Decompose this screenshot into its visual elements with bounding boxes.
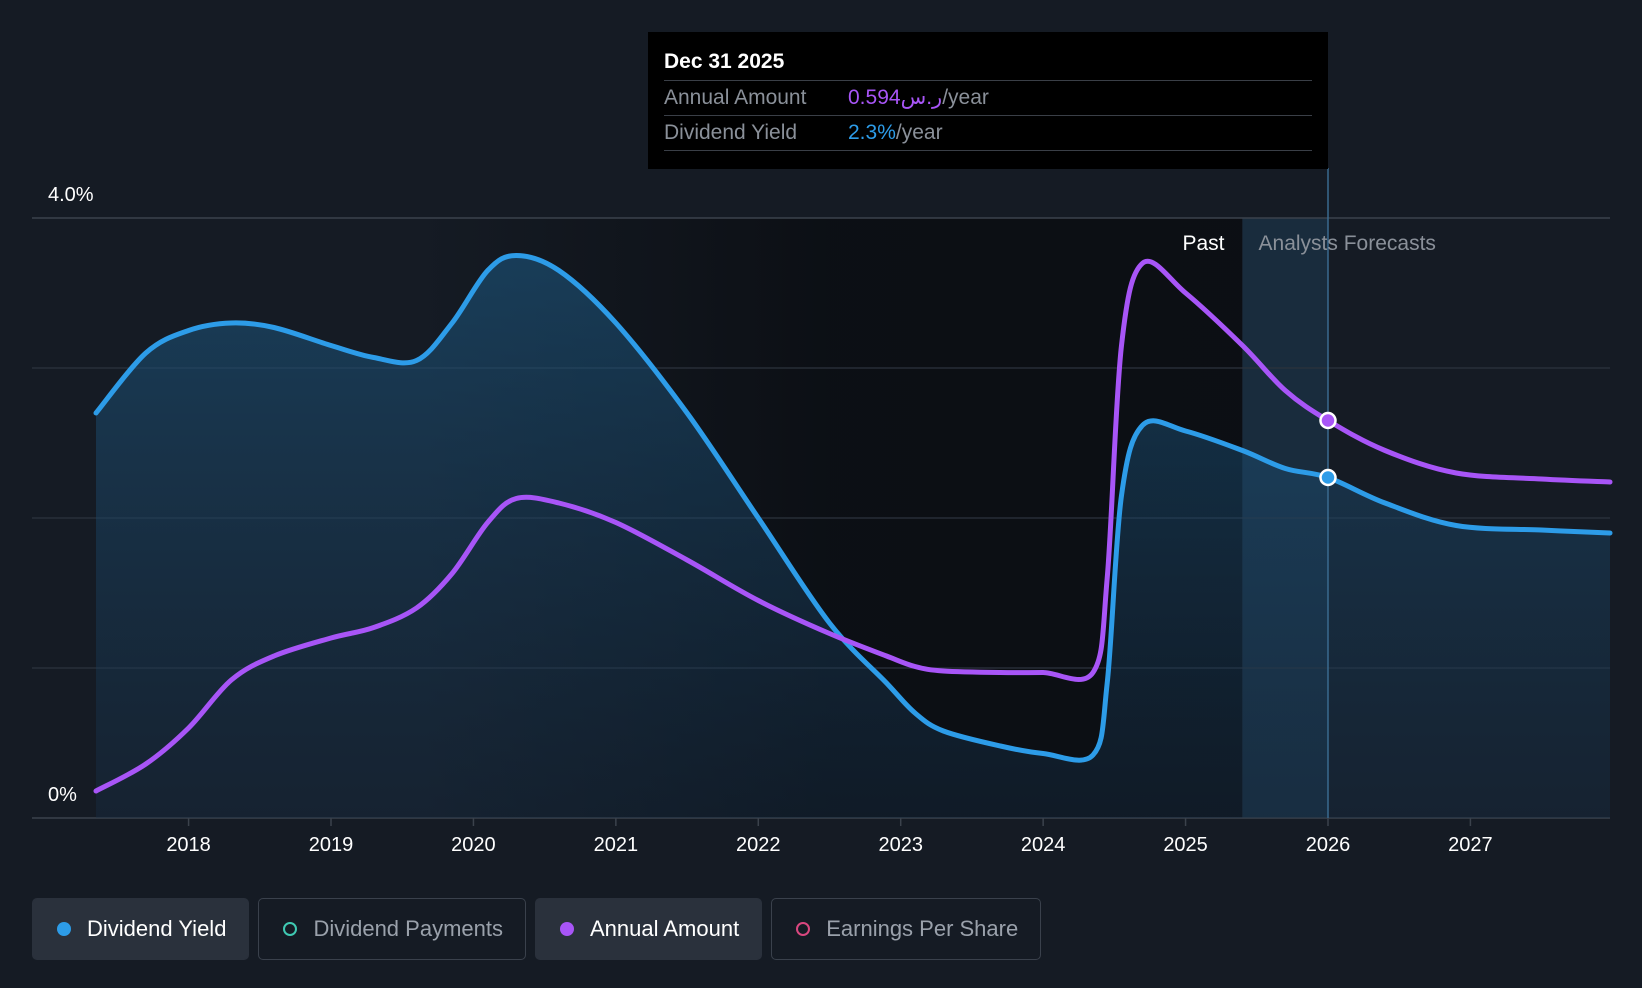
tooltip-annual-amount-suffix: /year — [942, 86, 989, 109]
dividend-yield-marker[interactable] — [1319, 468, 1337, 487]
legend-annual-amount[interactable]: Annual Amount — [534, 898, 763, 960]
tooltip-row-annual-amount: Annual Amount 0.594ر.س/year — [664, 81, 1312, 116]
y-label-bottom: 0% — [48, 784, 77, 806]
x-tick-label-2022: 2022 — [736, 834, 781, 856]
tooltip-annual-amount-value: 0.594ر.س — [848, 86, 943, 109]
legend-annual-amount-label: Annual Amount — [589, 916, 740, 941]
x-tick-label-2019: 2019 — [309, 834, 354, 856]
tooltip-dividend-yield-value: 2.3% — [848, 121, 896, 144]
y-label-top: 4.0% — [48, 184, 94, 206]
legend: Dividend Yield Dividend Payments Annual … — [32, 898, 1042, 960]
tooltip: Dec 31 2025 Annual Amount 0.594ر.س/year … — [648, 32, 1328, 169]
tooltip-dividend-yield-value-wrap: 2.3%/year — [848, 116, 943, 150]
legend-dividend-payments-label: Dividend Payments — [313, 916, 503, 941]
tooltip-dividend-yield-suffix: /year — [895, 121, 943, 144]
tooltip-annual-amount-value-wrap: 0.594ر.س/year — [848, 81, 989, 115]
dividend-yield-line — [93, 253, 1613, 763]
tooltip-date: Dec 31 2025 — [664, 46, 1312, 81]
past-label: Past — [1183, 232, 1225, 255]
legend-earnings-per-share-ring-icon — [796, 922, 811, 936]
dividend-yield-area — [96, 255, 1610, 818]
legend-dividend-yield-dot-icon — [57, 922, 71, 936]
x-tick-label-2027: 2027 — [1448, 834, 1493, 856]
tooltip-dividend-yield-label: Dividend Yield — [664, 121, 798, 144]
x-tick-label-2018: 2018 — [166, 834, 211, 856]
x-tick-label-2021: 2021 — [594, 834, 639, 856]
legend-earnings-per-share-label: Earnings Per Share — [826, 916, 1019, 941]
x-tick-label-2025: 2025 — [1163, 834, 1208, 856]
legend-dividend-payments[interactable]: Dividend Payments — [258, 898, 526, 960]
tooltip-row-dividend-yield: Dividend Yield 2.3%/year — [664, 116, 1312, 151]
tooltip-annual-amount-label: Annual Amount — [664, 86, 807, 109]
legend-earnings-per-share[interactable]: Earnings Per Share — [771, 898, 1042, 960]
annual-amount-line — [93, 258, 1613, 794]
legend-annual-amount-dot-icon — [559, 922, 574, 936]
legend-dividend-yield[interactable]: Dividend Yield — [32, 898, 250, 960]
legend-dividend-payments-ring-icon — [283, 922, 298, 936]
x-tick-label-2026: 2026 — [1306, 834, 1351, 856]
x-tick-label-2020: 2020 — [451, 834, 496, 856]
x-tick-label-2024: 2024 — [1021, 834, 1066, 856]
annual-amount-marker[interactable] — [1319, 411, 1337, 430]
x-tick-label-2023: 2023 — [878, 834, 923, 856]
legend-dividend-yield-label: Dividend Yield — [87, 916, 227, 941]
analysts-forecasts-label: Analysts Forecasts — [1259, 232, 1436, 255]
